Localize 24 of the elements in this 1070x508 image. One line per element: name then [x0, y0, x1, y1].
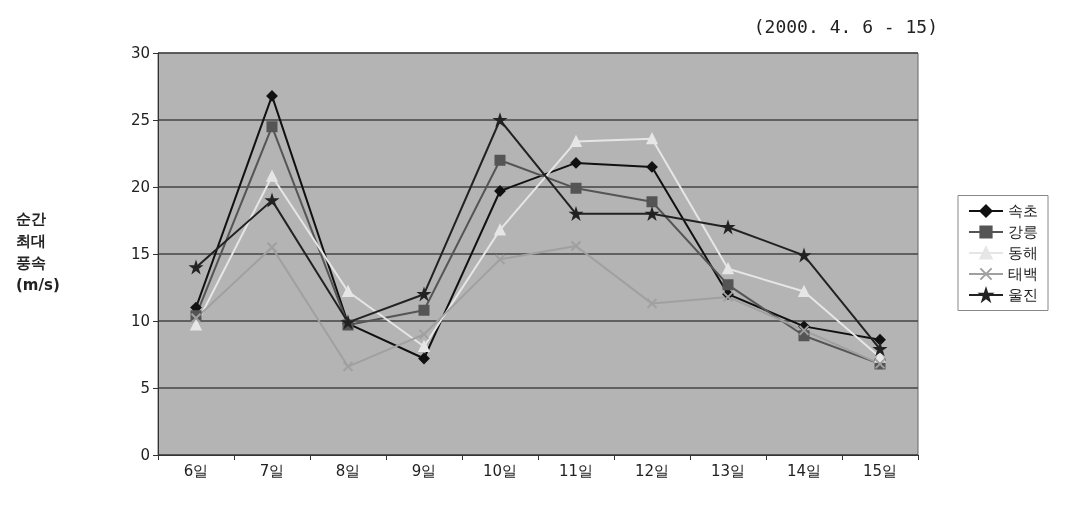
- x-tick-label: 12일: [634, 461, 670, 480]
- y-tick-label: 0: [140, 446, 150, 464]
- y-axis-title: 순간 최대 풍속 (m/s): [16, 210, 60, 294]
- y-tick-label: 5: [140, 379, 150, 397]
- y-tick-label: 20: [130, 178, 150, 196]
- y-tick-label: 15: [130, 245, 150, 263]
- legend-label: 속초: [1008, 202, 1038, 220]
- legend-label: 강릉: [1008, 223, 1038, 241]
- y-tick-label: 10: [130, 312, 150, 330]
- y-tick-label: 30: [130, 44, 150, 62]
- legend-label: 동해: [1008, 244, 1038, 262]
- legend-label: 태백: [1008, 265, 1038, 283]
- x-tick-label: 11일: [558, 461, 594, 480]
- x-tick-label: 9일: [411, 461, 437, 480]
- x-tick-label: 15일: [862, 461, 898, 480]
- x-tick-label: 6일: [183, 461, 209, 480]
- y-tick-label: 25: [130, 111, 150, 129]
- x-tick-label: 13일: [710, 461, 746, 480]
- x-tick-label: 7일: [259, 461, 285, 480]
- x-tick-label: 8일: [335, 461, 361, 480]
- legend-label: 울진: [1008, 286, 1038, 304]
- x-tick-label: 14일: [786, 461, 822, 480]
- x-tick-label: 10일: [482, 461, 518, 480]
- chart-subtitle: (2000. 4. 6 - 15): [753, 15, 939, 37]
